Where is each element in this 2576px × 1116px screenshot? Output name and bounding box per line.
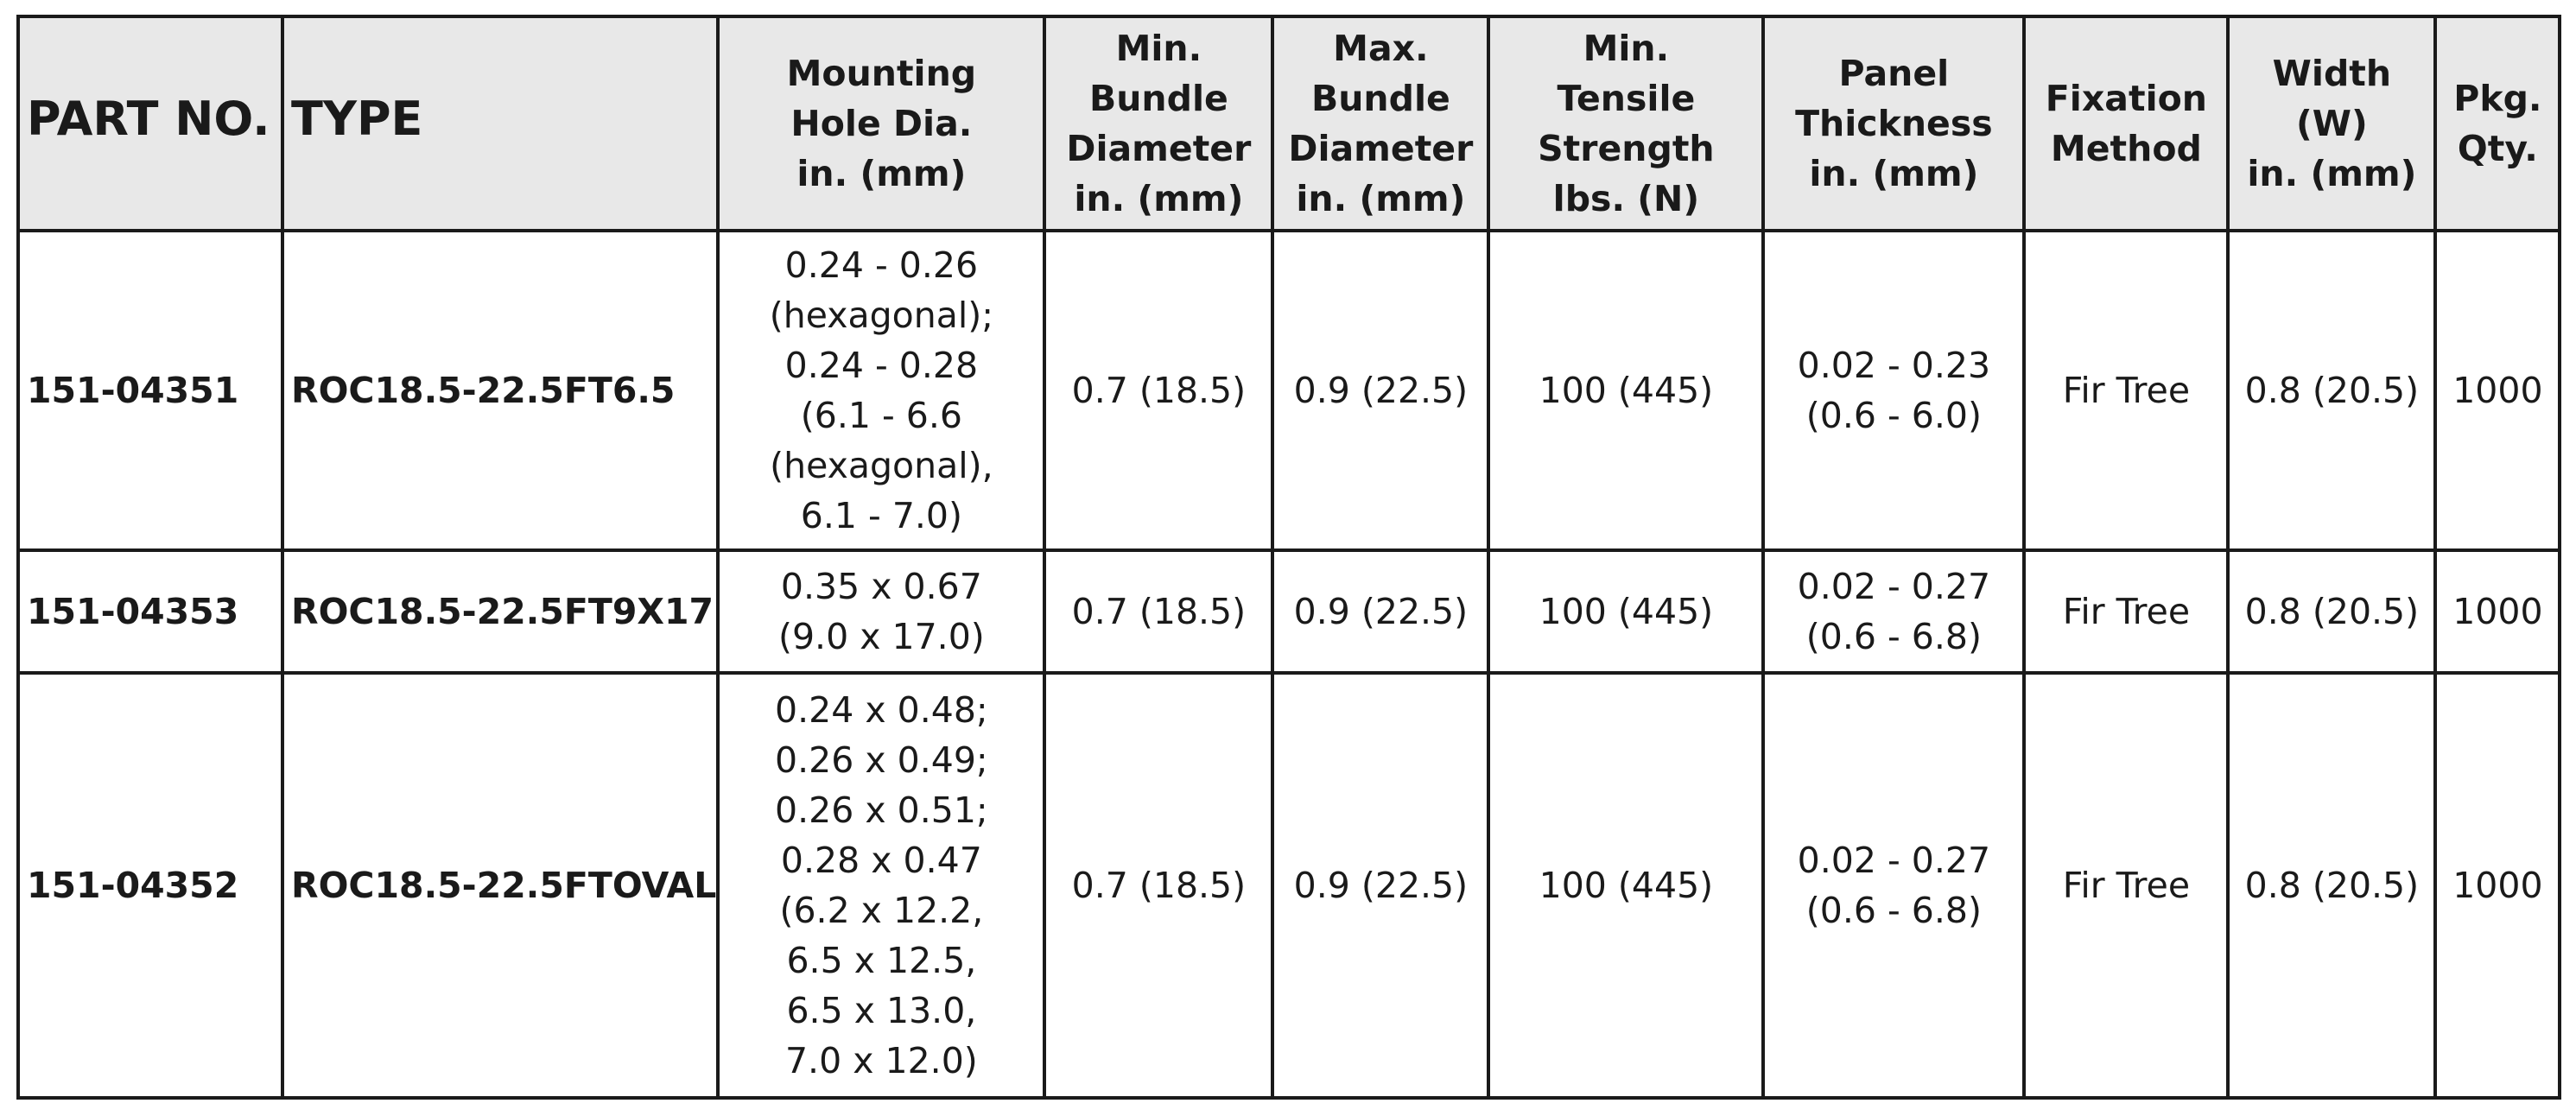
header-width: Width (W) in. (mm)	[2226, 15, 2438, 232]
cell-fixation-method: Fir Tree	[2022, 229, 2230, 552]
table-row: 151-04352 ROC18.5-22.5FTOVAL 0.24 x 0.48…	[16, 671, 2562, 1100]
header-part-no: PART NO.	[16, 15, 284, 232]
cell-panel-thickness: 0.02 - 0.23 (0.6 - 6.0)	[1761, 229, 2027, 552]
header-fixation-method: Fixation Method	[2022, 15, 2230, 232]
cell-panel-thickness: 0.02 - 0.27 (0.6 - 6.8)	[1761, 548, 2027, 675]
cell-fixation-method: Fir Tree	[2022, 671, 2230, 1100]
cell-type: ROC18.5-22.5FTOVAL	[280, 671, 720, 1100]
header-panel-thickness: Panel Thickness in. (mm)	[1761, 15, 2027, 232]
cell-min-bundle: 0.7 (18.5)	[1043, 229, 1275, 552]
cell-mounting-hole: 0.35 x 0.67 (9.0 x 17.0)	[716, 548, 1047, 675]
cell-fixation-method: Fir Tree	[2022, 548, 2230, 675]
cell-mounting-hole: 0.24 - 0.26 (hexagonal); 0.24 - 0.28 (6.…	[716, 229, 1047, 552]
cell-type: ROC18.5-22.5FT9X17	[280, 548, 720, 675]
cell-min-tensile: 100 (445)	[1487, 548, 1766, 675]
cell-pkg-qty: 1000	[2433, 671, 2562, 1100]
cell-type: ROC18.5-22.5FT6.5	[280, 229, 720, 552]
header-row: PART NO. TYPE Mounting Hole Dia. in. (mm…	[16, 15, 2562, 232]
cell-max-bundle: 0.9 (22.5)	[1271, 671, 1491, 1100]
table-row: 151-04353 ROC18.5-22.5FT9X17 0.35 x 0.67…	[16, 548, 2562, 675]
header-pkg-qty: Pkg. Qty.	[2433, 15, 2562, 232]
cell-part-no: 151-04351	[16, 229, 284, 552]
cell-min-bundle: 0.7 (18.5)	[1043, 548, 1275, 675]
cell-panel-thickness: 0.02 - 0.27 (0.6 - 6.8)	[1761, 671, 2027, 1100]
cell-min-tensile: 100 (445)	[1487, 671, 1766, 1100]
product-spec-table: PART NO. TYPE Mounting Hole Dia. in. (mm…	[16, 15, 2562, 1100]
header-min-bundle: Min. Bundle Diameter in. (mm)	[1043, 15, 1275, 232]
cell-max-bundle: 0.9 (22.5)	[1271, 229, 1491, 552]
cell-part-no: 151-04353	[16, 548, 284, 675]
table-row: 151-04351 ROC18.5-22.5FT6.5 0.24 - 0.26 …	[16, 229, 2562, 552]
cell-width: 0.8 (20.5)	[2226, 548, 2438, 675]
header-mounting-hole: Mounting Hole Dia. in. (mm)	[716, 15, 1047, 232]
cell-min-bundle: 0.7 (18.5)	[1043, 671, 1275, 1100]
cell-width: 0.8 (20.5)	[2226, 229, 2438, 552]
cell-part-no: 151-04352	[16, 671, 284, 1100]
header-type: TYPE	[280, 15, 720, 232]
cell-mounting-hole: 0.24 x 0.48; 0.26 x 0.49; 0.26 x 0.51; 0…	[716, 671, 1047, 1100]
cell-max-bundle: 0.9 (22.5)	[1271, 548, 1491, 675]
cell-pkg-qty: 1000	[2433, 548, 2562, 675]
header-max-bundle: Max. Bundle Diameter in. (mm)	[1271, 15, 1491, 232]
header-min-tensile: Min. Tensile Strength lbs. (N)	[1487, 15, 1766, 232]
cell-pkg-qty: 1000	[2433, 229, 2562, 552]
cell-width: 0.8 (20.5)	[2226, 671, 2438, 1100]
cell-min-tensile: 100 (445)	[1487, 229, 1766, 552]
